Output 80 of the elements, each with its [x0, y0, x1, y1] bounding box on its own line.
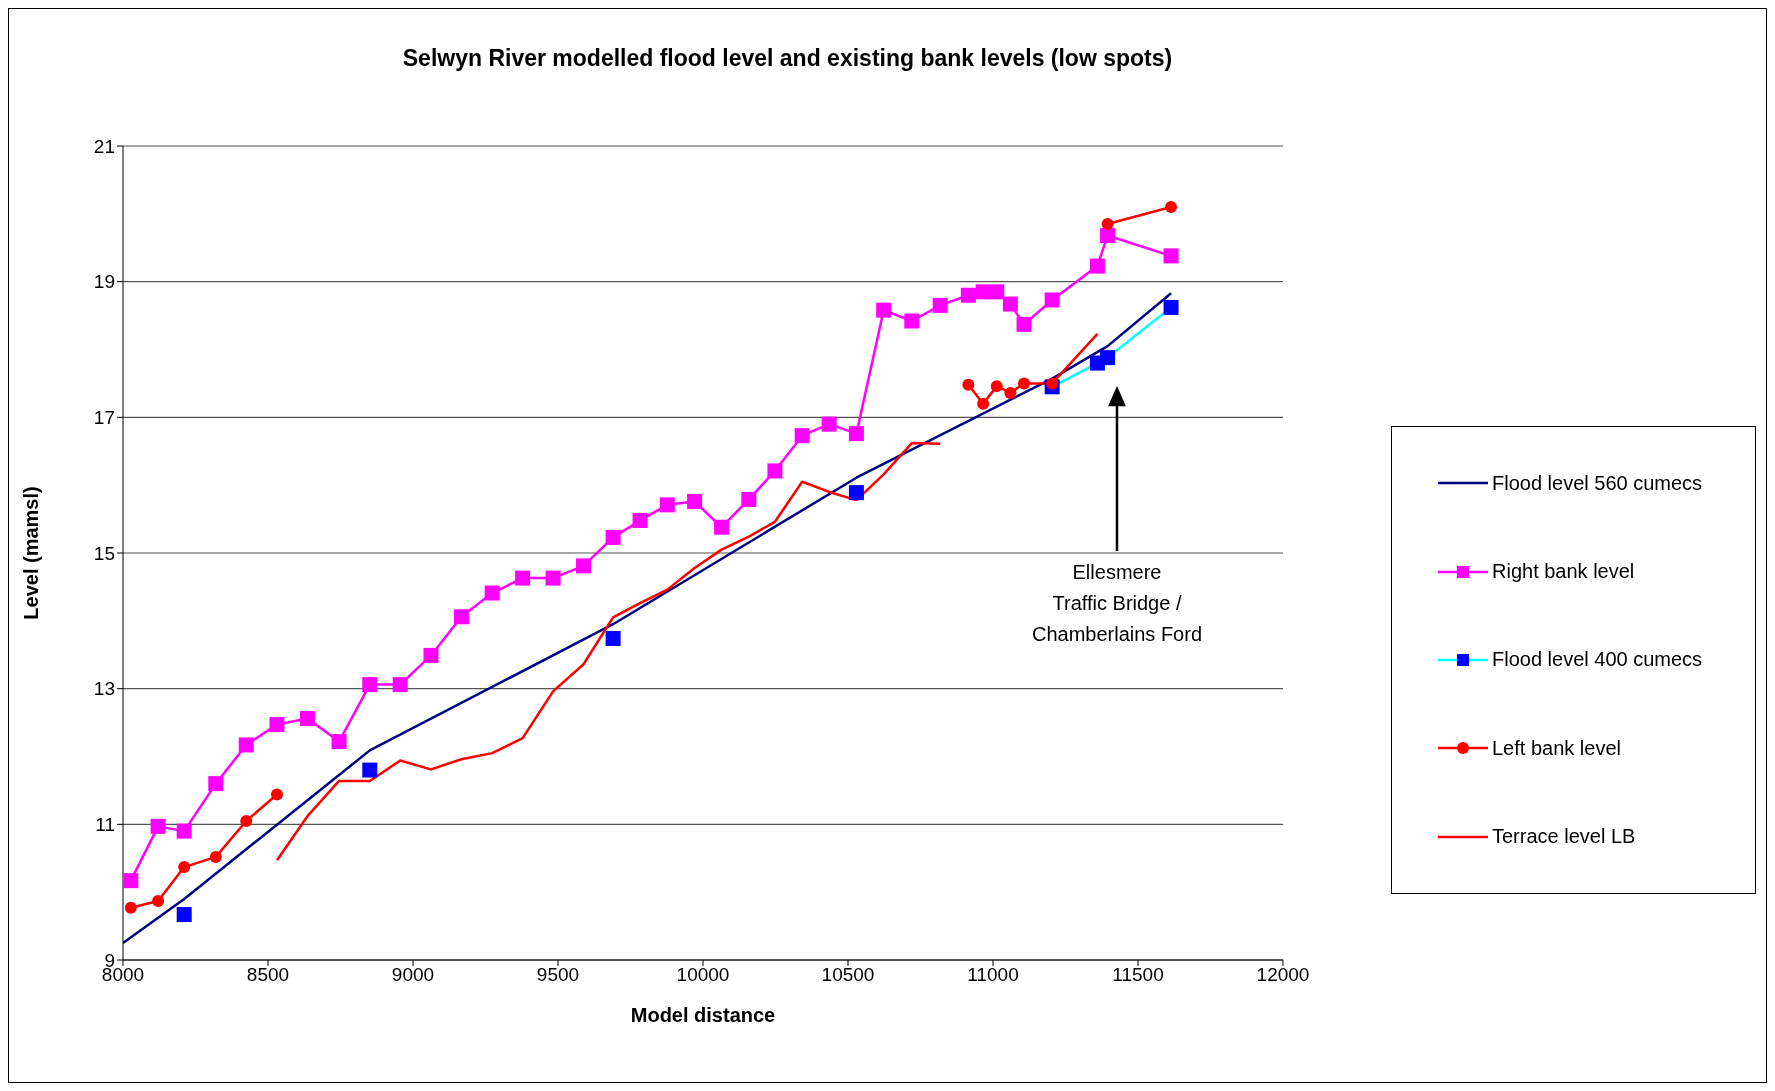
point	[123, 873, 139, 889]
point	[821, 416, 837, 432]
point	[576, 558, 592, 574]
point	[1163, 248, 1179, 264]
point	[794, 428, 810, 444]
point	[989, 284, 1005, 300]
point	[240, 814, 253, 827]
y-tick-label: 15	[93, 542, 115, 564]
annotation: Ellesmere Traffic Bridge / Chamberlains Ford	[1031, 561, 1203, 645]
x-tick-label: 8500	[246, 964, 290, 986]
point	[270, 788, 283, 801]
y-tick-label: 11	[95, 814, 115, 836]
legend-label: Flood level 400 cumecs	[1492, 648, 1703, 672]
point	[1044, 292, 1060, 308]
point	[423, 647, 439, 663]
point	[848, 426, 864, 442]
point	[208, 776, 224, 792]
point	[1004, 386, 1017, 399]
point	[1100, 350, 1116, 366]
x-tick-label: 10000	[676, 964, 730, 986]
point	[1165, 201, 1178, 214]
point	[238, 737, 254, 753]
point	[1089, 258, 1105, 274]
chart-title: Selwyn River modelled flood level and existing bank levels (low spots)	[401, 45, 1174, 72]
legend-label: Terrace level LB	[1492, 825, 1636, 849]
point	[904, 313, 920, 329]
point	[741, 491, 757, 507]
legend-label: Flood level 560 cumecs	[1492, 471, 1703, 495]
point	[176, 823, 192, 839]
point	[515, 570, 531, 586]
point	[178, 861, 191, 874]
point	[545, 570, 561, 586]
y-axis-title: Level (mamsl)	[20, 486, 43, 620]
point	[1016, 316, 1032, 332]
x-tick-label: 11000	[967, 964, 1019, 986]
point	[848, 485, 864, 501]
point	[362, 762, 378, 778]
y-tick-label: 21	[93, 135, 115, 157]
point	[331, 734, 347, 750]
point	[960, 287, 976, 303]
point	[990, 380, 1003, 393]
x-tick-label: 11500	[1112, 964, 1164, 986]
point	[124, 901, 137, 914]
y-tick-label: 13	[93, 678, 115, 700]
legend-label: Left bank level	[1492, 736, 1621, 760]
point	[962, 378, 975, 391]
point	[605, 529, 621, 545]
point	[1101, 218, 1114, 231]
point	[1002, 296, 1018, 312]
y-tick-label: 19	[93, 271, 115, 293]
point	[453, 609, 469, 625]
x-tick-label: 12000	[1256, 964, 1310, 986]
point	[362, 677, 378, 693]
point	[687, 493, 703, 509]
point	[484, 585, 500, 601]
point	[977, 397, 990, 410]
point	[767, 463, 783, 479]
point	[714, 519, 730, 535]
point	[392, 677, 408, 693]
x-tick-label: 9000	[391, 964, 435, 986]
x-tick-label: 10500	[821, 964, 875, 986]
point	[299, 711, 315, 727]
point	[605, 630, 621, 646]
point	[1046, 377, 1059, 390]
legend-label: Right bank level	[1492, 560, 1635, 584]
point	[932, 297, 948, 313]
point	[150, 818, 166, 834]
point	[659, 497, 675, 513]
point	[209, 850, 222, 863]
point	[269, 717, 285, 733]
point	[1018, 377, 1031, 390]
x-tick-label: 9500	[536, 964, 580, 986]
y-tick-label: 17	[93, 407, 115, 429]
point	[176, 907, 192, 923]
point	[632, 512, 648, 528]
point	[152, 894, 165, 907]
x-axis-title: Model distance	[630, 1004, 776, 1026]
point	[1100, 228, 1116, 244]
point	[876, 302, 892, 318]
point	[1163, 299, 1179, 315]
